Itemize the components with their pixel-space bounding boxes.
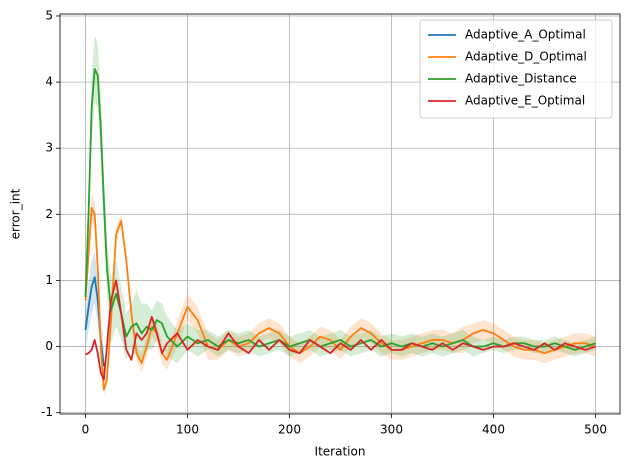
x-axis-label: Iteration [315, 445, 366, 459]
y-tick-label: 2 [45, 207, 53, 221]
y-tick-label: -1 [41, 405, 53, 419]
error-band [85, 194, 596, 397]
legend-label: Adaptive_Distance [465, 72, 577, 86]
x-tick-label: 0 [82, 423, 90, 437]
plot-frame [59, 13, 621, 415]
x-tick-label: 500 [584, 423, 607, 437]
x-tick-label: 100 [176, 423, 199, 437]
y-tick-label: 5 [45, 8, 53, 22]
error-band [85, 250, 104, 383]
legend-box [419, 19, 613, 119]
line [85, 279, 596, 381]
error-band [85, 35, 596, 364]
y-tick-label: 0 [45, 339, 53, 353]
line [84, 206, 596, 391]
legend-label: Adaptive_E_Optimal [465, 94, 585, 108]
legend-label: Adaptive_A_Optimal [465, 28, 586, 42]
x-tick-label: 300 [380, 423, 403, 437]
y-axis-label: error_int [9, 188, 23, 239]
y-tick-label: 3 [45, 141, 53, 155]
y-tick-label: 1 [45, 273, 53, 287]
x-tick-label: 200 [278, 423, 301, 437]
legend-label: Adaptive_D_Optimal [465, 50, 587, 64]
y-tick-label: 4 [45, 75, 53, 89]
legend: Adaptive_A_Optimal Adaptive_D_Optimal Adap… [419, 19, 613, 119]
x-tick-label: 400 [482, 423, 505, 437]
